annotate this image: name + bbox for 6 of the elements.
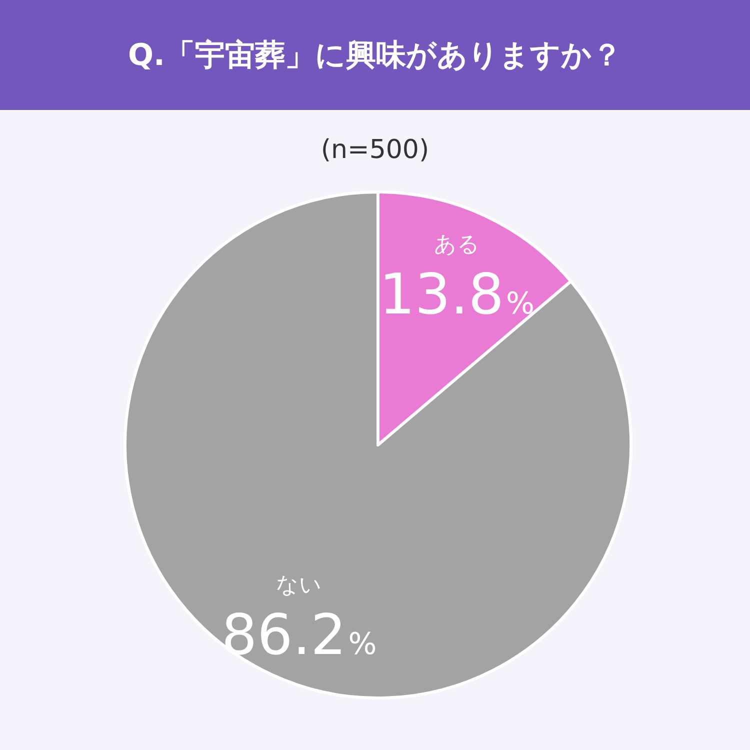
slice-label: ない	[276, 573, 322, 598]
chart-title: Q.「宇宙葬」に興味がありますか？	[128, 36, 622, 74]
data-label: 86.2%	[222, 603, 377, 668]
data-label: 13.8%	[379, 262, 534, 328]
slice-label: ある	[434, 232, 480, 258]
chart-subtitle: (n=500)	[320, 135, 430, 165]
